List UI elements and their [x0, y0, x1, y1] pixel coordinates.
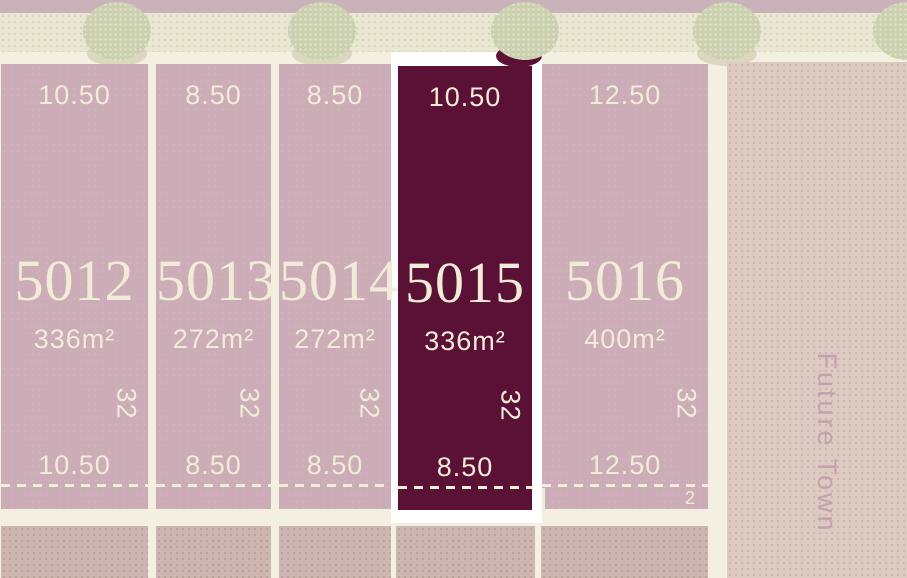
- lot-rear-width: 8.50: [306, 450, 364, 480]
- lot-parcel-5012[interactable]: 10.50 5012 336m² 32 10.50: [1, 64, 148, 509]
- lot-rear-width: 12.50: [588, 450, 662, 480]
- lot-rear-width: 10.50: [38, 450, 111, 480]
- lot-area: 400m²: [584, 324, 666, 354]
- setback-dashed-line: [542, 484, 708, 487]
- lot-depth: 32: [234, 387, 265, 420]
- lot-number: 5014: [279, 248, 399, 313]
- lot-front-width: 12.50: [588, 80, 662, 110]
- lot-rear-width: 8.50: [185, 450, 242, 480]
- lot-number: 5013: [156, 248, 276, 313]
- lower-lot-block: [1, 526, 148, 578]
- lot-area: 336m²: [33, 324, 116, 354]
- tree-icon: [288, 2, 356, 60]
- lower-lot-block: [396, 526, 535, 578]
- top-street-strip: [0, 0, 907, 13]
- lot-depth: 32: [354, 387, 385, 420]
- lot-parcel-5014[interactable]: 8.50 5014 272m² 32 8.50: [279, 64, 399, 509]
- lot-front-width: 10.50: [428, 82, 502, 112]
- lot-depth: 32: [495, 389, 526, 422]
- lot-area: 272m²: [294, 324, 376, 354]
- lower-lot-block: [541, 526, 708, 578]
- lot-rear-width: 8.50: [436, 452, 494, 482]
- setback-dashed-line: [156, 484, 271, 487]
- setback-dashed-line: [398, 486, 532, 489]
- tree-icon: [491, 2, 559, 60]
- lot-front-width: 8.50: [306, 80, 364, 110]
- lot-parcel-5013[interactable]: 8.50 5013 272m² 32 8.50: [156, 64, 276, 509]
- lot-depth: 32: [111, 387, 142, 420]
- setback-dashed-line: [1, 484, 148, 487]
- future-town-label: Future Town: [812, 352, 842, 534]
- lot-parcel-5016[interactable]: 12.50 5016 400m² 32 12.50 2: [542, 64, 708, 511]
- lot-front-width: 8.50: [185, 80, 242, 110]
- lot-number: 5012: [14, 248, 135, 313]
- lot-parcel-5015-selected[interactable]: 10.50 5015 336m² 32 8.50: [398, 66, 532, 510]
- tree-icon: [83, 2, 151, 60]
- lower-lot-block: [279, 526, 391, 578]
- corner-marker: 2: [684, 488, 696, 508]
- lot-area: 272m²: [172, 324, 255, 354]
- future-town-block: Future Town: [727, 62, 907, 578]
- lot-number: 5015: [405, 250, 525, 315]
- lot-front-width: 10.50: [38, 80, 111, 110]
- tree-icon: [693, 2, 761, 60]
- lot-area: 336m²: [424, 326, 506, 356]
- boundary-tick: [542, 488, 545, 511]
- lot-number: 5016: [565, 248, 685, 313]
- setback-dashed-line: [279, 484, 391, 487]
- lot-depth: 32: [671, 387, 702, 420]
- lower-lot-block: [156, 526, 271, 578]
